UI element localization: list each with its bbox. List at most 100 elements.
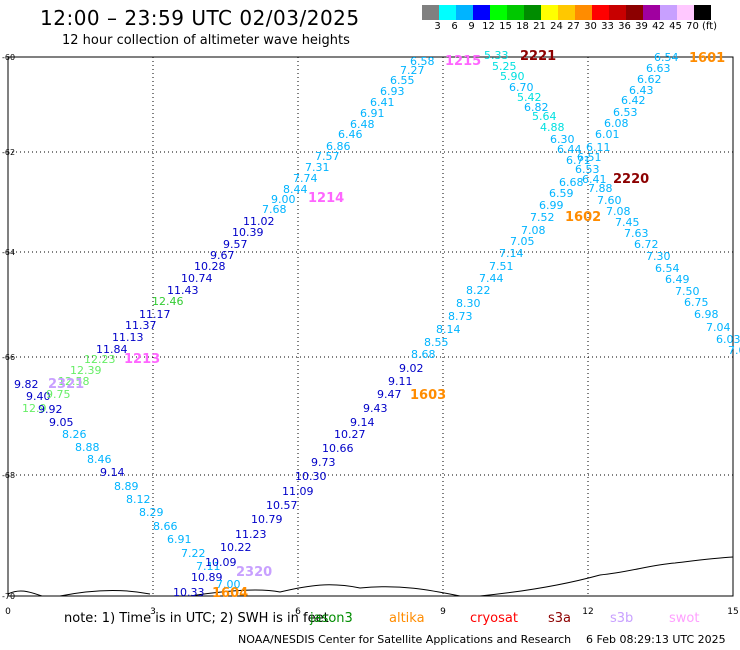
swh-value: 7.68 xyxy=(262,203,287,216)
swh-value: 7.00 xyxy=(216,578,241,591)
swh-value: 12.9 xyxy=(22,402,47,415)
swh-value: 7.22 xyxy=(181,547,206,560)
swh-value: 6.86 xyxy=(326,140,351,153)
swh-value: 7.60 xyxy=(597,194,622,207)
swh-value: 9.14 xyxy=(350,416,375,429)
swh-value: 9.11 xyxy=(388,375,413,388)
colorbar-label: 9 xyxy=(468,21,475,32)
swh-value: 7.50 xyxy=(675,285,700,298)
swh-value: 9.14 xyxy=(100,466,125,479)
pass-time-label: 1213 xyxy=(124,352,160,367)
colorbar-swatch xyxy=(677,5,694,20)
swh-value: 6.41 xyxy=(582,173,607,186)
swh-value: 7.45 xyxy=(615,216,640,229)
swh-value: 9.40 xyxy=(26,390,51,403)
y-tick-label: -64 xyxy=(2,248,15,257)
swh-value: 8.88 xyxy=(75,441,100,454)
page-subtitle: 12 hour collection of altimeter wave hei… xyxy=(62,33,350,48)
swh-value: 11.09 xyxy=(282,485,314,498)
swh-value: 9.57 xyxy=(223,238,248,251)
pass-time-label: 1604 xyxy=(212,586,248,601)
swh-value: 6.48 xyxy=(350,118,375,131)
colorbar-label: 15 xyxy=(499,21,512,32)
swh-value: 11.13 xyxy=(112,331,144,344)
colorbar-label: 45 xyxy=(669,21,682,32)
swh-value: 7.11 xyxy=(196,560,221,573)
track-2320: 10.0910.2211.2310.7910.5711.0910.309.731… xyxy=(205,362,424,580)
track-1603: 6.416.516.116.016.086.536.426.436.626.63… xyxy=(410,51,679,403)
swh-value: 6.42 xyxy=(621,94,646,107)
footer-credit: NOAA/NESDIS Center for Satellite Applica… xyxy=(238,633,572,646)
swh-value: 9.82 xyxy=(14,378,39,391)
swh-value: 5.90 xyxy=(500,70,525,83)
swh-value: 11.43 xyxy=(167,284,199,297)
swh-value: 6.30 xyxy=(550,133,575,146)
colorbar-label: 42 xyxy=(652,21,665,32)
swh-value: 6.68 xyxy=(559,176,584,189)
swh-value: 4.88 xyxy=(540,121,565,134)
swh-value: 11.17 xyxy=(139,308,171,321)
x-tick-label: 3 xyxy=(150,607,156,617)
map-grid xyxy=(7,56,734,597)
note-text: note: 1) Time is in UTC; 2) SWH is in fe… xyxy=(64,611,329,626)
colorbar-label: 6 xyxy=(451,21,458,32)
satellite-legend-s3a: s3a xyxy=(548,611,572,626)
swh-value: 5.33 xyxy=(484,49,509,62)
swh-value: 8.66 xyxy=(153,520,178,533)
swh-value: 6.53 xyxy=(613,106,638,119)
swh-value: 8.68 xyxy=(411,348,436,361)
pass-time-label: 2221 xyxy=(520,49,556,64)
page-title: 12:00 – 23:59 UTC 02/03/2025 xyxy=(40,6,360,30)
swh-value: 10.66 xyxy=(322,442,354,455)
swh-value: 6.54 xyxy=(655,262,680,275)
track-2220: 7.887.607.087.457.636.727.306.546.497.50… xyxy=(588,172,740,357)
x-tick-label: 15 xyxy=(727,607,738,617)
swh-value: 9.73 xyxy=(311,456,336,469)
swh-value: 8.89 xyxy=(114,480,139,493)
swh-value: 12.39 xyxy=(70,364,102,377)
satellite-legend-cryosat: cryosat xyxy=(470,611,518,626)
coastline-east xyxy=(599,556,734,576)
swh-value: 5.25 xyxy=(492,60,517,73)
pass-time-label: 2320 xyxy=(236,565,272,580)
pass-time-label: 1215 xyxy=(445,54,481,69)
swh-value: 9.43 xyxy=(363,402,388,415)
map-frame xyxy=(7,56,734,597)
colorbar-swatch xyxy=(558,5,575,20)
y-tick-label: -68 xyxy=(2,471,15,480)
swh-value: 6.82 xyxy=(524,101,549,114)
swh-value: 11.84 xyxy=(96,343,128,356)
swh-value: 6.08 xyxy=(604,117,629,130)
swh-value: 7.51 xyxy=(489,260,514,273)
swh-value: 7.44 xyxy=(479,272,504,285)
swh-value: 8.12 xyxy=(126,493,151,506)
colorbar-swatch xyxy=(694,5,711,20)
swh-value: 7.57 xyxy=(315,150,340,163)
track-1604: 8.688.558.148.738.308.227.447.517.147.05… xyxy=(212,176,584,601)
swh-value: 7.88 xyxy=(588,182,613,195)
colorbar-swatch xyxy=(473,5,490,20)
colorbar-label: 21 xyxy=(533,21,546,32)
satellite-legend-swot: swot xyxy=(669,611,700,626)
swh-value: 6.55 xyxy=(390,74,415,87)
pass-time-label: 1214 xyxy=(308,191,344,206)
track-2321: 9.058.268.888.469.148.898.128.298.666.91… xyxy=(48,377,241,599)
swh-value: 9.00 xyxy=(271,193,296,206)
swh-value: 10.30 xyxy=(295,470,327,483)
colorbar-label: 70 xyxy=(686,21,699,32)
swh-value: 12.23 xyxy=(84,353,116,366)
swh-value: 6.01 xyxy=(595,128,620,141)
colorbar-swatch xyxy=(456,5,473,20)
swh-value: 6.70 xyxy=(509,81,534,94)
swh-value: 8.22 xyxy=(466,284,491,297)
swh-value: 7.30 xyxy=(646,250,671,263)
coastline-south xyxy=(7,574,601,597)
swh-value: 10.22 xyxy=(220,541,252,554)
swh-value: 6.91 xyxy=(167,533,192,546)
colorbar-label: 33 xyxy=(601,21,614,32)
satellite-legend-altika: altika xyxy=(389,611,425,626)
colorbar-swatch xyxy=(626,5,643,20)
swh-value: 6.98 xyxy=(694,308,719,321)
colorbar-label: 18 xyxy=(516,21,529,32)
